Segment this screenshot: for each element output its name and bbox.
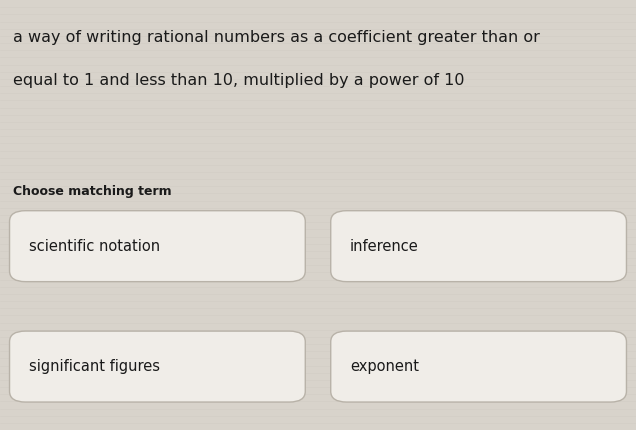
Text: significant figures: significant figures <box>29 359 160 374</box>
Text: scientific notation: scientific notation <box>29 239 160 254</box>
Text: Choose matching term: Choose matching term <box>13 185 171 198</box>
FancyBboxPatch shape <box>331 331 626 402</box>
FancyBboxPatch shape <box>331 211 626 282</box>
Text: exponent: exponent <box>350 359 418 374</box>
FancyBboxPatch shape <box>10 331 305 402</box>
Text: equal to 1 and less than 10, multiplied by a power of 10: equal to 1 and less than 10, multiplied … <box>13 73 464 88</box>
Text: inference: inference <box>350 239 418 254</box>
Text: a way of writing rational numbers as a coefficient greater than or: a way of writing rational numbers as a c… <box>13 30 539 45</box>
FancyBboxPatch shape <box>10 211 305 282</box>
